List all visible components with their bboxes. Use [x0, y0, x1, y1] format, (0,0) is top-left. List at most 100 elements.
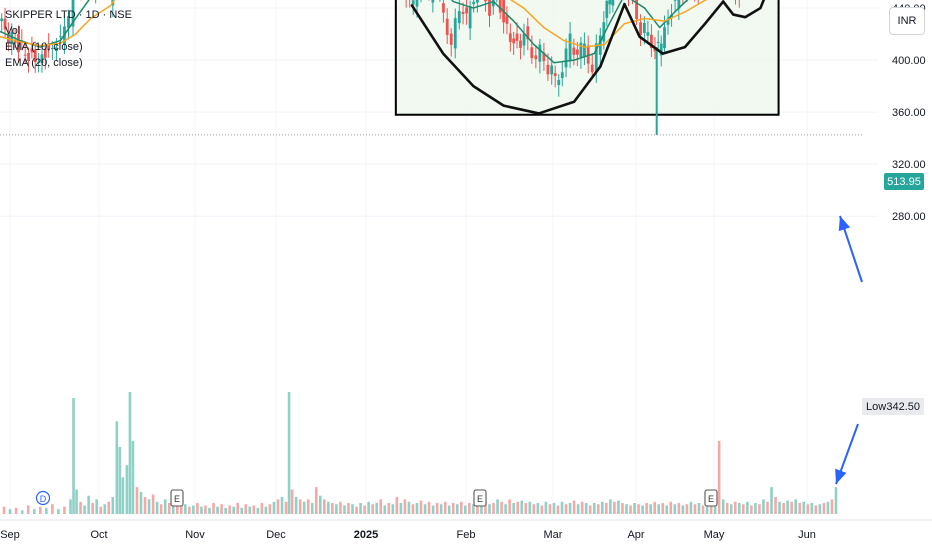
legend-ema20[interactable]: EMA (20, close)	[5, 57, 83, 69]
candle-body	[538, 44, 542, 62]
earnings-marker-icon	[170, 489, 184, 507]
candle-body	[23, 54, 27, 56]
volume-bar	[155, 501, 159, 514]
volume-bar	[240, 507, 244, 514]
volume-bar	[613, 501, 616, 514]
candle-body	[579, 42, 583, 58]
candle-body	[639, 22, 642, 35]
volume-bar	[443, 501, 447, 514]
candle-body	[37, 61, 41, 63]
volume-bar	[107, 501, 111, 514]
volume-bar	[20, 510, 24, 514]
volume-bar	[224, 507, 227, 514]
volume-bar	[188, 506, 191, 514]
volume-bar	[383, 505, 387, 514]
symbol-title[interactable]: SKIPPER LTD · 1D · NSE	[5, 9, 132, 21]
volume-bar	[592, 503, 596, 514]
volume-bar	[439, 504, 443, 514]
volume-bar	[103, 504, 107, 514]
volume-bar	[423, 504, 427, 514]
volume-bar	[147, 499, 151, 514]
volume-bar	[403, 499, 407, 514]
event-marker-e: E	[170, 489, 184, 507]
volume-bar	[298, 499, 302, 514]
currency-button[interactable]: INR	[889, 7, 925, 35]
candle-body	[646, 32, 650, 36]
volume-bar	[617, 500, 620, 514]
x-tick-label: Mar	[544, 529, 563, 541]
candle-body	[67, 16, 70, 28]
volume-bar	[276, 499, 280, 514]
legend-ema10[interactable]: EMA (10, close)	[5, 41, 83, 53]
legend-volume[interactable]: Vol	[5, 25, 21, 37]
volume-bar	[79, 501, 82, 514]
volume-bar	[649, 504, 652, 514]
volume-bar	[45, 507, 48, 514]
event-marker-label: D	[40, 494, 47, 504]
volume-bar	[248, 506, 252, 514]
volume-bar	[701, 505, 705, 514]
volume-bar	[391, 504, 395, 514]
handle-curve-1	[623, 0, 725, 55]
handle-curve-2	[721, 0, 766, 19]
volume-bar	[159, 504, 163, 514]
candle-body	[505, 15, 509, 24]
volume-bar	[314, 487, 318, 514]
candle-body	[468, 6, 472, 29]
volume-bar	[596, 504, 600, 514]
candle-body	[415, 0, 419, 7]
candle-body	[522, 33, 526, 46]
volume-bar	[508, 499, 511, 514]
y-axis: 280.00320.00360.00400.00440.00480.00520.…	[892, 3, 926, 223]
candle-body	[530, 47, 534, 59]
volume-bar	[447, 505, 451, 514]
volume-bar	[468, 503, 471, 514]
volume-bar	[26, 505, 30, 514]
volume-bar	[629, 505, 632, 514]
volume-bar	[681, 505, 685, 514]
candle-body	[673, 0, 677, 1]
volume-bar	[63, 506, 66, 514]
volume-bar	[733, 501, 737, 514]
volume-bar	[435, 503, 439, 514]
volume-bar	[163, 499, 167, 514]
annotation-arrows	[835, 215, 863, 485]
volume-bar	[294, 496, 298, 514]
volume-bar	[588, 505, 592, 514]
candle-body	[594, 43, 598, 73]
volume-bar	[512, 503, 515, 514]
arrow-head	[838, 216, 851, 232]
volume-bar	[427, 501, 431, 514]
volume-bar	[371, 504, 374, 514]
volume-bar	[830, 499, 834, 514]
event-marker-label: E	[477, 494, 483, 504]
volume-bar	[737, 503, 741, 514]
candle-body	[50, 48, 54, 50]
candle-body	[488, 0, 491, 16]
candle-body	[572, 47, 576, 55]
volume-bar	[419, 500, 423, 514]
candle-body	[55, 47, 58, 52]
volume-bar	[318, 495, 322, 514]
volume-bar	[782, 503, 785, 514]
candle-body	[635, 0, 638, 20]
candle-body	[656, 42, 660, 44]
volume-bar	[415, 503, 419, 514]
volume-bar	[236, 503, 240, 514]
volume-bar	[605, 503, 608, 514]
volume-bar	[268, 504, 272, 514]
volume-bar	[826, 501, 830, 514]
volume-bar	[665, 505, 669, 514]
volume-bar	[504, 504, 507, 514]
volume-bar	[151, 494, 155, 514]
volume-bar	[758, 504, 761, 514]
y-tick-label: 320.00	[892, 159, 926, 171]
volume-bar	[754, 503, 757, 514]
candle-body	[431, 0, 435, 3]
volume-bar	[713, 503, 717, 514]
volume-bar	[32, 509, 36, 514]
candle-body	[449, 33, 453, 45]
candle-body	[491, 0, 495, 7]
